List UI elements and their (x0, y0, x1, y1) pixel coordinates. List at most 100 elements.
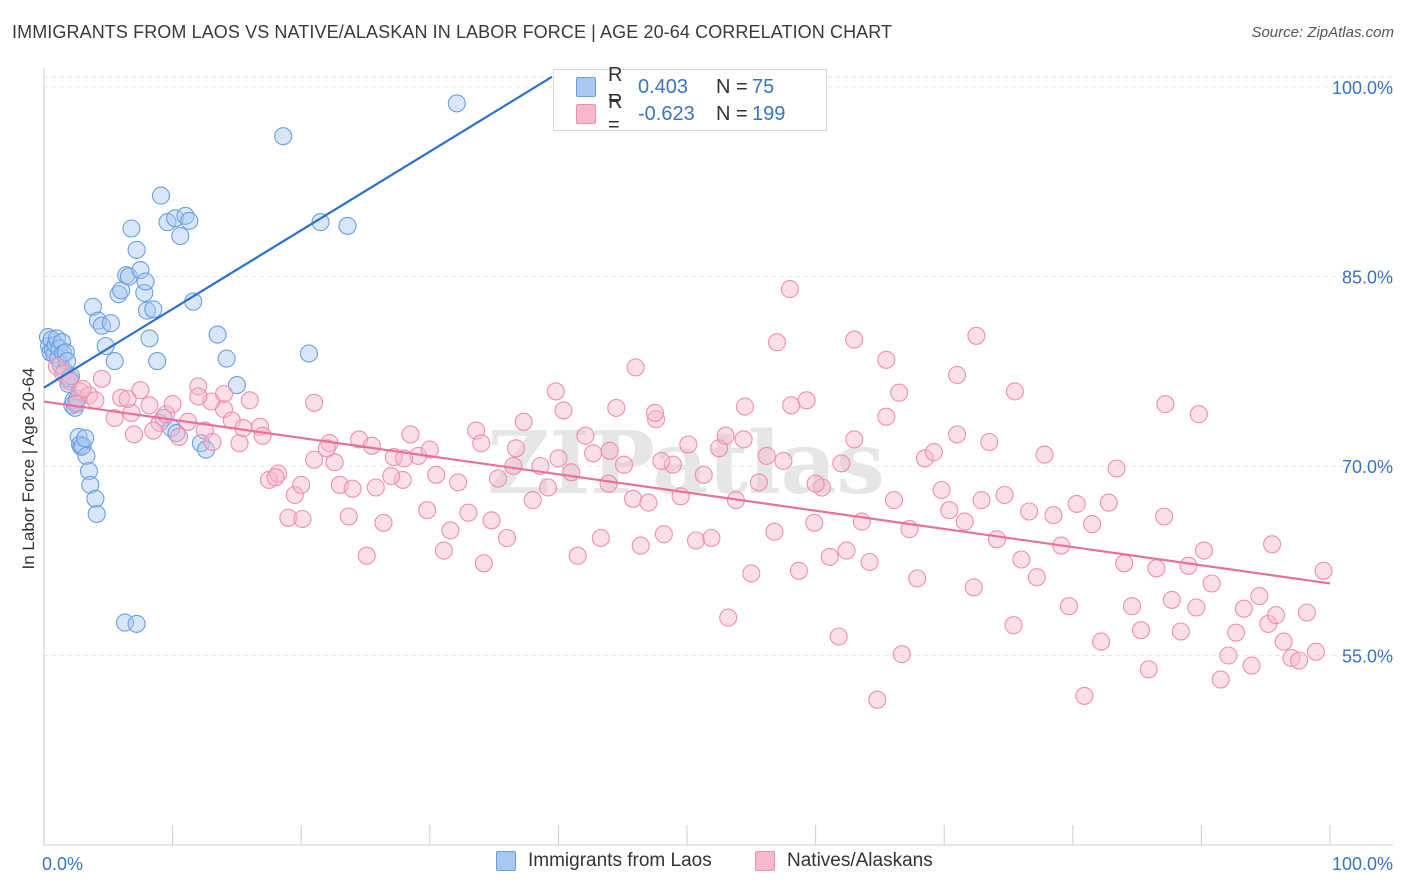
native-point (892, 645, 911, 664)
laos-point (196, 440, 216, 459)
native-point (1189, 405, 1208, 424)
native-point (599, 474, 618, 493)
laos-point (208, 325, 227, 344)
native-point (240, 391, 259, 410)
native-point (1115, 554, 1134, 573)
legend-swatch-laos (496, 851, 516, 871)
native-point (418, 501, 437, 520)
legend-item-natives[interactable]: Natives/Alaskans (755, 850, 933, 872)
laos-point (101, 314, 120, 333)
native-point (189, 377, 208, 396)
native-point (523, 491, 542, 510)
laos-point (77, 446, 96, 465)
native-point (932, 480, 951, 500)
native-point (924, 443, 943, 462)
native-point (1171, 622, 1190, 641)
legend-row-laos: R = 0.403 N = 75 (576, 64, 775, 109)
native-point (266, 468, 285, 487)
native-point (131, 381, 150, 400)
legend-row-natives: R = -0.623 N = 199 (576, 91, 785, 136)
y-tick-label: 100.0% (1332, 78, 1393, 98)
native-point (639, 493, 658, 512)
native-point (568, 546, 587, 565)
native-point (890, 383, 909, 402)
legend-swatch-natives (576, 104, 596, 124)
native-point (868, 690, 887, 709)
native-point (600, 441, 619, 460)
native-point (837, 541, 856, 560)
native-point (584, 444, 603, 463)
laos-point (76, 429, 95, 448)
laos-point (274, 127, 293, 146)
native-point (449, 473, 468, 492)
native-point (112, 388, 131, 407)
native-point (1219, 646, 1238, 665)
native-point (645, 403, 664, 422)
native-point (877, 407, 896, 426)
series-laos-points (38, 94, 466, 633)
native-point (845, 330, 864, 349)
native-point (719, 608, 738, 627)
native-point (877, 350, 896, 369)
laos-point (171, 226, 190, 246)
chart-title: IMMIGRANTS FROM LAOS VS NATIVE/ALASKAN I… (12, 22, 893, 42)
native-point (1314, 561, 1333, 580)
native-point (694, 465, 713, 484)
native-point (647, 410, 666, 429)
laos-point (135, 283, 154, 302)
native-point (652, 451, 671, 470)
native-point (1083, 515, 1102, 534)
native-point (1020, 502, 1039, 521)
native-point (253, 426, 272, 445)
native-point (860, 552, 879, 572)
native-point (626, 358, 645, 377)
legend-item-laos[interactable]: Immigrants from Laos (496, 850, 712, 872)
laos-point (72, 437, 91, 457)
native-point (292, 475, 311, 494)
native-point (554, 401, 573, 420)
native-point (765, 522, 784, 541)
native-point (995, 485, 1014, 505)
native-point (716, 426, 735, 445)
native-point (562, 463, 581, 482)
native-point (749, 473, 769, 492)
native-point (189, 387, 208, 406)
native-point (1122, 597, 1142, 616)
laos-point (131, 261, 150, 280)
axes (43, 68, 1393, 846)
native-point (663, 455, 682, 474)
laos-point (122, 219, 141, 238)
native-point (279, 508, 298, 527)
native-point (820, 547, 839, 566)
y-tick-label: 85.0% (1342, 267, 1393, 287)
native-point (230, 434, 249, 453)
native-point (1266, 606, 1286, 625)
native-point (362, 436, 381, 455)
native-point (140, 396, 159, 415)
native-point (782, 396, 801, 415)
y-axis-label: In Labor Force | Age 20-64 (19, 368, 38, 570)
native-point (797, 391, 816, 410)
trend-lines (43, 75, 1331, 585)
laos-point (447, 94, 466, 113)
native-point (948, 425, 967, 444)
legend-n-label: N = (716, 102, 748, 125)
x-tick-label-max: 100.0% (1332, 854, 1393, 874)
native-point (702, 528, 721, 548)
native-point (293, 509, 312, 529)
native-point (1044, 506, 1063, 525)
native-point (964, 578, 983, 597)
laos-point (180, 211, 199, 230)
native-point (780, 280, 799, 299)
native-point (549, 449, 568, 468)
laos-point (140, 329, 159, 348)
x-tick-label-min: 0.0% (42, 854, 83, 874)
native-point (1179, 556, 1198, 575)
laos-point (127, 614, 146, 633)
y-tick-label: 70.0% (1342, 457, 1393, 477)
native-point (285, 485, 304, 505)
native-point (305, 393, 324, 412)
legend-n-value: 75 (752, 75, 775, 98)
laos-point (148, 352, 167, 371)
